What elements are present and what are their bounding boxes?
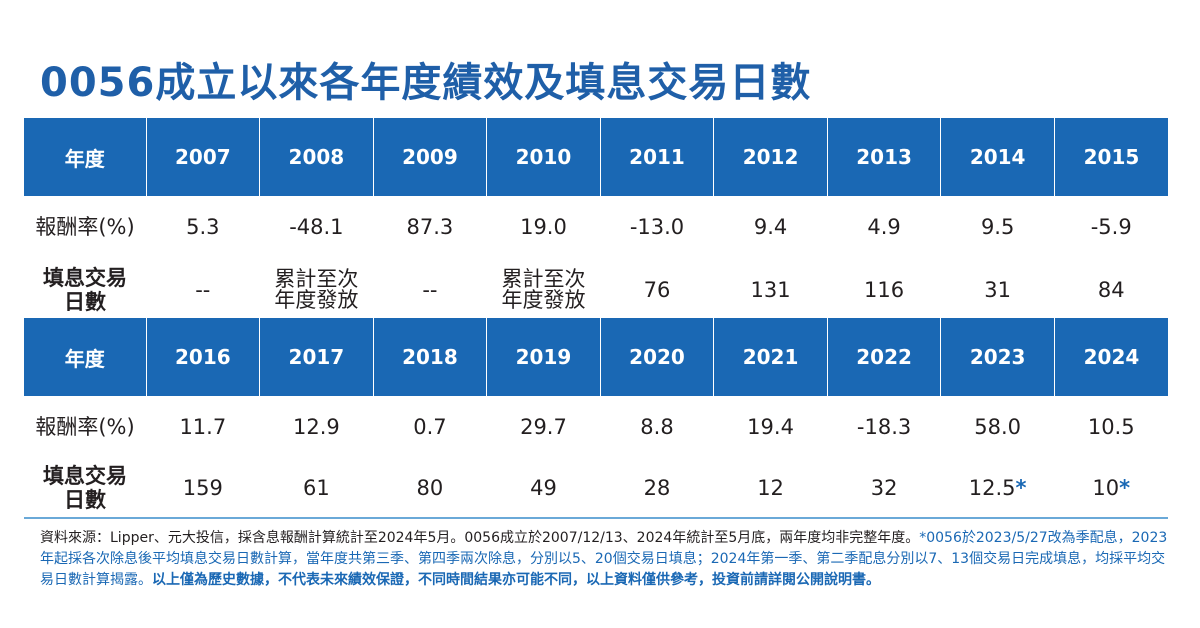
year-cell: 2020 bbox=[599, 318, 714, 396]
dividend-fill-days-label: 填息交易 日數 bbox=[24, 458, 146, 518]
return-cell: -13.0 bbox=[629, 215, 685, 239]
dividend-fill-days-row: 填息交易 日數 159 61 80 49 28 12 32 12.5* 10* bbox=[24, 458, 1168, 518]
cell-value: 76 bbox=[643, 278, 671, 302]
dividend-fill-days-cell: 131 bbox=[714, 258, 828, 318]
return-cell: 8.8 bbox=[640, 415, 674, 439]
footnote-divider bbox=[24, 517, 1168, 519]
year-cell: 2023 bbox=[940, 318, 1055, 396]
cell-value: 159 bbox=[182, 476, 223, 500]
footnote-source: 資料來源：Lipper、元大投信，採含息報酬計算統計至2024年5月。0056成… bbox=[40, 530, 920, 546]
dividend-fill-days-cell: 159 bbox=[146, 458, 260, 518]
year-cell: 2024 bbox=[1053, 318, 1168, 396]
dividend-fill-days-cell: 累計至次 年度發放 bbox=[260, 258, 374, 318]
cell-value: 84 bbox=[1097, 278, 1125, 302]
return-row: 報酬率(%) 11.7 12.9 0.7 29.7 8.8 19.4 -18.3 58.0 10.… bbox=[24, 396, 1168, 458]
return-cell: 5.3 bbox=[186, 215, 220, 239]
asterisk-marker: * bbox=[1015, 476, 1027, 500]
dividend-fill-days-cell: 12 bbox=[714, 458, 828, 518]
label-line-1: 填息交易 bbox=[43, 266, 128, 290]
return-cell: 87.3 bbox=[406, 215, 454, 239]
dividend-fill-days-cell: 31 bbox=[941, 258, 1055, 318]
return-cell: 11.7 bbox=[179, 415, 227, 439]
cell-value: 28 bbox=[643, 476, 671, 500]
return-row-label: 報酬率(%) bbox=[35, 415, 135, 439]
year-cell: 2012 bbox=[713, 118, 828, 196]
year-cell: 2007 bbox=[145, 118, 260, 196]
year-cell: 2013 bbox=[826, 118, 941, 196]
year-header-row: 年度 2016 2017 2018 2019 2020 2021 2022 2023 2024 bbox=[24, 318, 1168, 396]
dividend-fill-days-cell: 28 bbox=[600, 458, 714, 518]
dividend-fill-days-cell: 12.5* bbox=[941, 458, 1055, 518]
cell-value: 80 bbox=[416, 476, 444, 500]
return-cell: 0.7 bbox=[413, 415, 447, 439]
cell-line-1: 累計至次 bbox=[501, 267, 586, 291]
return-cell: 4.9 bbox=[867, 215, 901, 239]
asterisk-marker: * bbox=[1119, 476, 1131, 500]
year-cell: 2022 bbox=[826, 318, 941, 396]
return-cell: 10.5 bbox=[1087, 415, 1135, 439]
dividend-fill-days-cell: -- bbox=[146, 258, 260, 318]
year-header-label: 年度 bbox=[24, 318, 147, 396]
cell-value: 116 bbox=[864, 278, 905, 302]
return-cell: -5.9 bbox=[1090, 215, 1132, 239]
cell-line-1: 累計至次 bbox=[274, 267, 359, 291]
return-cell: 29.7 bbox=[520, 415, 567, 439]
year-cell: 2015 bbox=[1053, 118, 1168, 196]
cell-value: -- bbox=[422, 278, 438, 302]
cell-value: -- bbox=[195, 278, 211, 302]
return-cell: 58.0 bbox=[974, 415, 1022, 439]
dividend-fill-days-cell: 10* bbox=[1054, 458, 1168, 518]
cell-line-2: 年度發放 bbox=[274, 288, 359, 312]
year-cell: 2014 bbox=[940, 118, 1055, 196]
year-header-label: 年度 bbox=[24, 118, 147, 196]
dividend-fill-days-cell: 80 bbox=[373, 458, 487, 518]
dividend-fill-days-cell: 76 bbox=[600, 258, 714, 318]
label-line-1: 填息交易 bbox=[43, 464, 128, 488]
cell-value: 12.5 bbox=[968, 476, 1016, 500]
cell-value: 12 bbox=[757, 476, 784, 500]
dividend-fill-days-cell: -- bbox=[373, 258, 487, 318]
year-header-row: 年度 2007 2008 2009 2010 2011 2012 2013 2014 2015 bbox=[24, 118, 1168, 196]
cell-value: 31 bbox=[984, 278, 1012, 302]
year-cell: 2011 bbox=[599, 118, 714, 196]
footnote-disclaimer: 以上僅為歷史數據，不代表未來績效保證，不同時間結果亦可能不同，以上資料僅供參考，… bbox=[152, 572, 880, 588]
label-line-2: 日數 bbox=[64, 290, 107, 314]
return-row: 報酬率(%) 5.3 -48.1 87.3 19.0 -13.0 9.4 4.9 9.5 -5.9 bbox=[24, 196, 1168, 258]
cell-value: 49 bbox=[530, 476, 557, 500]
year-cell: 2016 bbox=[145, 318, 260, 396]
dividend-fill-days-cell: 116 bbox=[827, 258, 941, 318]
return-cell: 19.4 bbox=[747, 415, 794, 439]
cell-value: 61 bbox=[303, 476, 330, 500]
footnote: 資料來源：Lipper、元大投信，採含息報酬計算統計至2024年5月。0056成… bbox=[40, 528, 1170, 591]
return-cell: -18.3 bbox=[856, 415, 912, 439]
year-cell: 2008 bbox=[259, 118, 374, 196]
cell-value: 10 bbox=[1092, 476, 1120, 500]
dividend-fill-days-cell: 49 bbox=[487, 458, 601, 518]
year-cell: 2010 bbox=[486, 118, 601, 196]
return-cell: 19.0 bbox=[520, 215, 567, 239]
performance-table: 年度 2007 2008 2009 2010 2011 2012 2013 2014 2015 報酬… bbox=[24, 118, 1168, 518]
dividend-fill-days-cell: 84 bbox=[1054, 258, 1168, 318]
dividend-fill-days-row: 填息交易 日數 -- 累計至次 年度發放 -- 累計至次 年度發放 76 131 116 31 84 bbox=[24, 258, 1168, 318]
return-cell: -48.1 bbox=[289, 215, 344, 239]
return-row-label: 報酬率(%) bbox=[35, 215, 135, 239]
year-cell: 2009 bbox=[372, 118, 487, 196]
return-cell: 9.4 bbox=[753, 215, 788, 239]
return-cell: 9.5 bbox=[980, 215, 1015, 239]
label-line-2: 日數 bbox=[64, 488, 107, 512]
cell-value: 32 bbox=[870, 476, 898, 500]
year-cell: 2017 bbox=[259, 318, 374, 396]
dividend-fill-days-cell: 32 bbox=[827, 458, 941, 518]
dividend-fill-days-label: 填息交易 日數 bbox=[24, 258, 146, 318]
cell-line-2: 年度發放 bbox=[501, 288, 586, 312]
dividend-fill-days-cell: 累計至次 年度發放 bbox=[487, 258, 601, 318]
return-cell: 12.9 bbox=[292, 415, 340, 439]
dividend-fill-days-cell: 61 bbox=[260, 458, 374, 518]
year-cell: 2021 bbox=[713, 318, 828, 396]
page-title: 0056成立以來各年度績效及填息交易日數 bbox=[40, 60, 812, 106]
year-cell: 2019 bbox=[486, 318, 601, 396]
footnote-asterisk-note: *0056於2023/5/27改為季配息，2023年起採各次除息後平均填息交易日… bbox=[40, 530, 1168, 588]
year-cell: 2018 bbox=[372, 318, 487, 396]
cell-value: 131 bbox=[750, 278, 791, 302]
